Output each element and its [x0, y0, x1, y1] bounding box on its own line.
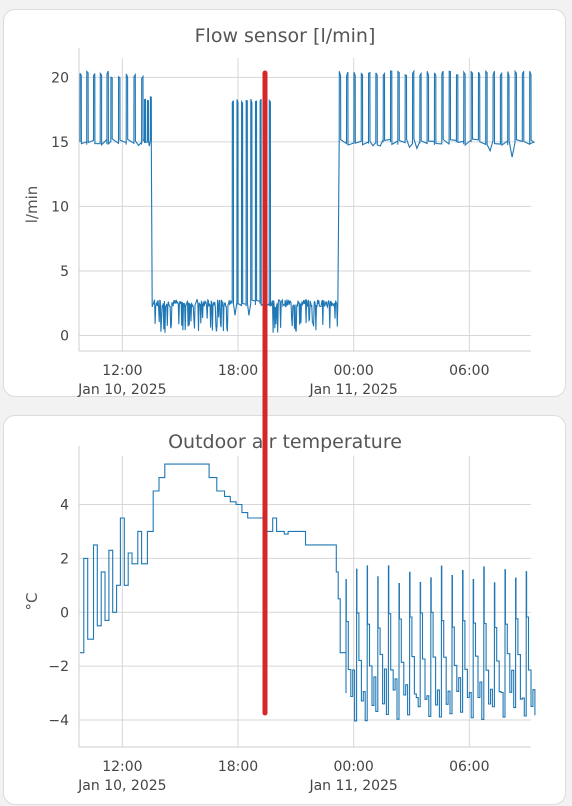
- x-tick-label: 18:00: [218, 363, 258, 379]
- y-tick-label: 4: [60, 498, 69, 514]
- flow-sensor-card: Flow sensor [l/min] l/min 0 5 10 15 20 12:00 Jan…: [3, 9, 566, 398]
- x-tick-label: 12:00: [102, 363, 142, 379]
- chart-title: Outdoor air temperature: [168, 431, 402, 453]
- time-marker-line: [262, 70, 268, 716]
- y-tick-label: −2: [48, 659, 69, 675]
- y-tick-label: 0: [60, 329, 69, 345]
- x-tick-label: 18:00: [218, 759, 258, 775]
- x-tick-label: 00:00: [333, 363, 373, 379]
- y-tick-label: −4: [48, 713, 69, 729]
- x-tick-label: 06:00: [449, 759, 489, 775]
- series-line: [79, 69, 536, 333]
- series-line: [80, 463, 536, 722]
- x-tick-label: 06:00: [449, 363, 489, 379]
- outdoor-temperature-card: Outdoor air temperature °C −4 −2 0 2 4 12:00 Jan…: [3, 415, 566, 805]
- x-tick-label: 00:00: [333, 759, 373, 775]
- x-tick-date-label: Jan 11, 2025: [308, 382, 397, 398]
- y-tick-label: 15: [51, 135, 69, 151]
- y-axis-label: l/min: [23, 186, 41, 224]
- x-tick-date-label: Jan 10, 2025: [77, 382, 166, 398]
- flow-sensor-chart: Flow sensor [l/min] l/min 0 5 10 15 20 12:00 Jan…: [23, 25, 536, 398]
- y-tick-label: 10: [51, 199, 69, 215]
- y-tick-label: 2: [60, 551, 69, 567]
- chart-title: Flow sensor [l/min]: [195, 25, 376, 47]
- y-tick-label: 0: [60, 605, 69, 621]
- y-tick-label: 5: [60, 264, 69, 280]
- y-tick-label: 20: [51, 70, 69, 86]
- x-tick-label: 12:00: [102, 759, 142, 775]
- y-axis-label: °C: [23, 593, 41, 611]
